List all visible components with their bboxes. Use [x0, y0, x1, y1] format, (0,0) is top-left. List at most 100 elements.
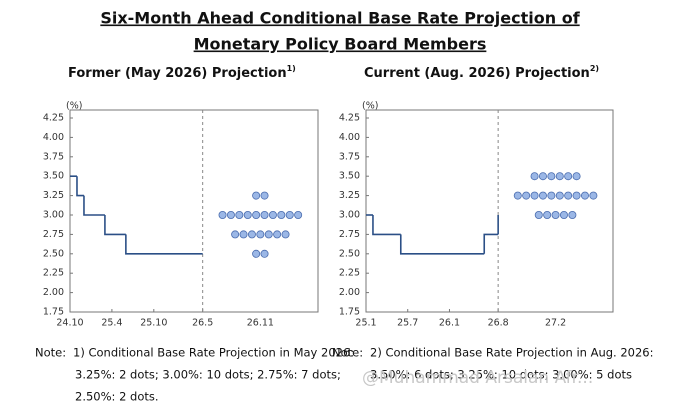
y-tick-label: 4.25 — [339, 113, 360, 124]
dot — [260, 210, 269, 219]
dot — [226, 210, 235, 219]
dot — [235, 210, 244, 219]
y-tick-label: 3.50 — [43, 171, 64, 182]
y-tick-label: 1.75 — [43, 307, 64, 318]
y-tick-label: 1.75 — [339, 307, 360, 318]
step-segment — [83, 195, 105, 216]
y-tick-label: 2.50 — [43, 248, 64, 259]
dot — [555, 191, 564, 200]
x-tick-label: 27.2 — [545, 318, 566, 329]
dot — [568, 210, 577, 219]
note-line: 3.25%: 2 dots; 3.00%: 10 dots; 2.75%: 7 … — [75, 368, 341, 382]
dot — [277, 210, 286, 219]
step-segment — [372, 215, 401, 236]
x-tick-label: 25.1 — [355, 318, 376, 329]
note-prefix: Note: — [332, 346, 363, 360]
dot — [555, 172, 564, 181]
dot — [530, 172, 539, 181]
dot — [572, 172, 581, 181]
dot — [260, 249, 269, 258]
y-tick-label: 4.00 — [43, 132, 64, 143]
page-title: Monetary Policy Board Members — [194, 35, 487, 54]
dot — [572, 191, 581, 200]
dot — [589, 191, 598, 200]
y-tick-label: 2.50 — [339, 248, 360, 259]
y-tick-label: 2.25 — [43, 268, 64, 279]
dot — [294, 210, 303, 219]
page-title: Six-Month Ahead Conditional Base Rate Pr… — [100, 9, 580, 28]
chart-title-text: Current (Aug. 2026) Projection — [364, 66, 590, 81]
step-segment — [76, 176, 84, 197]
dot — [243, 210, 252, 219]
note-prefix: Note: — [35, 346, 66, 360]
note-line: 2.50%: 2 dots. — [75, 390, 159, 404]
x-tick-label: 26.11 — [247, 318, 274, 329]
note-line: 3.50%: 6 dots; 3.25%: 10 dots; 3.00%: 5 … — [370, 368, 632, 382]
dot — [281, 230, 290, 239]
dot — [252, 191, 261, 200]
x-tick-label: 26.5 — [192, 318, 213, 329]
dot — [268, 210, 277, 219]
y-tick-label: 3.00 — [339, 210, 360, 221]
y-unit: (%) — [66, 101, 82, 112]
step-segment — [125, 234, 203, 255]
dot — [285, 210, 294, 219]
chart-title-note: 1) — [287, 64, 296, 73]
dot — [239, 230, 248, 239]
dot — [538, 191, 547, 200]
y-tick-label: 4.00 — [339, 132, 360, 143]
dot — [264, 230, 273, 239]
x-tick-label: 25.7 — [397, 318, 418, 329]
dot — [547, 172, 556, 181]
dot — [252, 210, 261, 219]
step-segment — [399, 234, 485, 255]
y-tick-label: 2.00 — [339, 287, 360, 298]
chart-title: Current (Aug. 2026) Projection2) — [364, 64, 599, 81]
y-unit: (%) — [362, 101, 378, 112]
dot — [247, 230, 256, 239]
x-tick-label: 26.8 — [488, 318, 509, 329]
dot — [547, 191, 556, 200]
x-tick-label: 24.10 — [56, 318, 83, 329]
y-tick-label: 2.00 — [43, 287, 64, 298]
chart-title-text: Former (May 2026) Projection — [68, 66, 287, 81]
dot — [256, 230, 265, 239]
y-tick-label: 2.75 — [43, 229, 64, 240]
y-tick-label: 3.25 — [339, 190, 360, 201]
watermark: @Muhammad Arsalan Afr... — [362, 368, 593, 388]
y-tick-label: 4.25 — [43, 113, 64, 124]
y-tick-label: 3.75 — [43, 151, 64, 162]
y-tick-label: 3.75 — [339, 151, 360, 162]
dot — [534, 210, 543, 219]
dot — [530, 191, 539, 200]
note-line: 1) Conditional Base Rate Projection in M… — [73, 346, 354, 360]
y-tick-label: 2.75 — [339, 229, 360, 240]
dot — [543, 210, 552, 219]
x-tick-label: 25.4 — [101, 318, 122, 329]
dot — [564, 172, 573, 181]
dot — [218, 210, 227, 219]
dot — [551, 210, 560, 219]
note-line: 2) Conditional Base Rate Projection in A… — [370, 346, 654, 360]
step-segment — [104, 215, 126, 236]
x-tick-label: 25.10 — [140, 318, 167, 329]
dot — [260, 191, 269, 200]
dot — [513, 191, 522, 200]
y-tick-label: 3.50 — [339, 171, 360, 182]
step-segment — [483, 233, 499, 254]
y-tick-label: 2.25 — [339, 268, 360, 279]
dot — [252, 249, 261, 258]
chart-title: Former (May 2026) Projection1) — [68, 64, 296, 81]
x-tick-label: 26.1 — [439, 318, 460, 329]
plot-frame — [365, 109, 614, 313]
y-tick-label: 3.25 — [43, 190, 64, 201]
dot — [564, 191, 573, 200]
dot — [273, 230, 282, 239]
dot — [522, 191, 531, 200]
dot — [538, 172, 547, 181]
chart-title-note: 2) — [590, 64, 599, 73]
dot — [580, 191, 589, 200]
y-tick-label: 3.00 — [43, 210, 64, 221]
dot — [231, 230, 240, 239]
